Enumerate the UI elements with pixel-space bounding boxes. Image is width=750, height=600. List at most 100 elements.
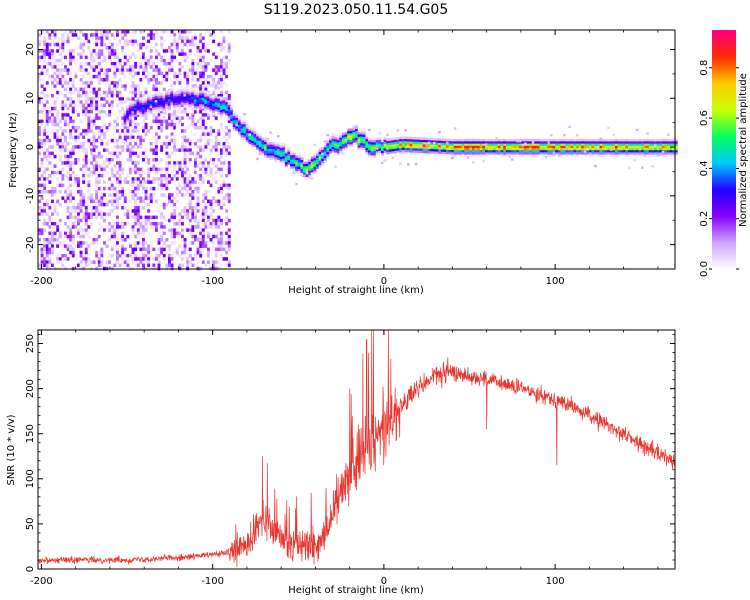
heatmap-cell	[134, 105, 137, 108]
heatmap-cell	[490, 138, 494, 142]
heatmap-cell	[456, 138, 460, 142]
heatmap-cell	[100, 103, 104, 108]
heatmap-cell	[269, 142, 273, 145]
heatmap-cell	[71, 122, 75, 127]
heatmap-cell	[69, 193, 73, 197]
heatmap-cell	[186, 74, 190, 79]
heatmap-cell	[155, 30, 158, 34]
heatmap-cell	[160, 106, 163, 109]
heatmap-cell	[79, 46, 83, 50]
heatmap-cell	[565, 154, 569, 157]
colorbar: 0.00.20.40.60.8 Normalized spectral ampl…	[699, 30, 749, 277]
heatmap-cell	[329, 144, 332, 147]
heatmap-cell	[594, 138, 598, 142]
heatmap-cell	[121, 244, 125, 248]
heatmap-cell	[58, 222, 62, 226]
heatmap-cell	[38, 138, 41, 143]
heatmap-cell	[154, 106, 158, 110]
heatmap-cell	[116, 122, 119, 127]
heatmap-cell	[110, 167, 114, 172]
heatmap-cell	[220, 126, 223, 130]
heatmap-cell	[518, 141, 522, 144]
snr-x-ticks: -200 -100 0 100	[30, 330, 659, 587]
heatmap-cell	[214, 104, 218, 107]
heatmap-cell	[214, 225, 218, 229]
heatmap-cell	[186, 91, 189, 94]
heatmap-cell	[43, 113, 47, 117]
heatmap-cell	[56, 81, 60, 85]
heatmap-cell	[212, 81, 216, 85]
heatmap-cell	[227, 109, 231, 112]
heatmap-cell	[557, 154, 561, 157]
heatmap-cell	[217, 186, 221, 191]
heatmap-cell	[375, 150, 379, 154]
heatmap-cell	[162, 74, 166, 79]
heatmap-cell	[227, 129, 231, 133]
heatmap-cell	[186, 36, 190, 40]
heatmap-cell	[95, 250, 99, 255]
heatmap-cell	[183, 180, 187, 184]
heatmap-cell	[388, 144, 392, 148]
heatmap-cell	[141, 111, 145, 114]
heatmap-cell	[217, 96, 221, 99]
heatmap-cell	[144, 215, 148, 220]
heatmap-cell	[204, 212, 208, 216]
heatmap-cell	[222, 102, 226, 105]
heatmap-cell	[157, 126, 161, 130]
heatmap-cell	[173, 161, 177, 165]
heatmap-cell	[82, 68, 86, 72]
heatmap-cell	[157, 260, 161, 264]
colorbar-swatch	[712, 179, 736, 182]
heatmap-cell	[74, 71, 78, 76]
heatmap-cell	[162, 183, 166, 188]
heatmap-cell	[53, 138, 57, 143]
heatmap-cell	[144, 62, 148, 66]
heatmap-cell	[53, 135, 57, 140]
heatmap-cell	[222, 62, 226, 66]
heatmap-cell	[134, 30, 138, 34]
heatmap-cell	[71, 30, 75, 34]
heatmap-cell	[147, 104, 150, 107]
heatmap-cell	[378, 150, 382, 153]
heatmap-cell	[113, 74, 117, 79]
heatmap-cell	[222, 129, 226, 133]
heatmap-cell	[220, 234, 223, 239]
heatmap-cell	[656, 149, 660, 153]
colorbar-swatch	[712, 115, 736, 119]
heatmap-cell	[92, 241, 96, 245]
heatmap-cell	[240, 134, 244, 138]
heatmap-cell	[136, 99, 140, 102]
heatmap-cell	[339, 150, 343, 153]
heatmap-cell	[344, 138, 348, 142]
heatmap-cell	[121, 116, 125, 120]
heatmap-cell	[79, 42, 83, 47]
heatmap-cell	[87, 81, 91, 85]
heatmap-cell	[121, 97, 125, 101]
heatmap-cell	[521, 152, 525, 155]
heatmap-cell	[61, 42, 65, 47]
heatmap-cell	[142, 183, 145, 188]
heatmap-cell	[225, 110, 228, 114]
heatmap-cell	[199, 97, 202, 100]
heatmap-cell	[69, 119, 73, 124]
heatmap-cell	[225, 84, 229, 88]
heatmap-cell	[139, 231, 143, 236]
heatmap-cell	[303, 163, 306, 167]
heatmap-cell	[222, 247, 226, 252]
heatmap-cell	[118, 113, 122, 117]
heatmap-cell	[147, 247, 151, 252]
heatmap-cell	[165, 74, 169, 79]
heatmap-cell	[581, 152, 585, 155]
heatmap-cell	[162, 231, 166, 236]
heatmap-cell	[131, 161, 135, 165]
heatmap-cell	[61, 132, 65, 136]
heatmap-cell	[576, 149, 579, 153]
heatmap-cell	[188, 148, 192, 152]
heatmap-cell	[71, 58, 75, 63]
heatmap-cell	[38, 126, 41, 130]
heatmap-cell	[116, 161, 119, 165]
heatmap-cell	[207, 199, 210, 204]
heatmap-cell	[256, 142, 260, 146]
heatmap-cell	[378, 148, 382, 151]
heatmap-cell	[149, 58, 153, 63]
